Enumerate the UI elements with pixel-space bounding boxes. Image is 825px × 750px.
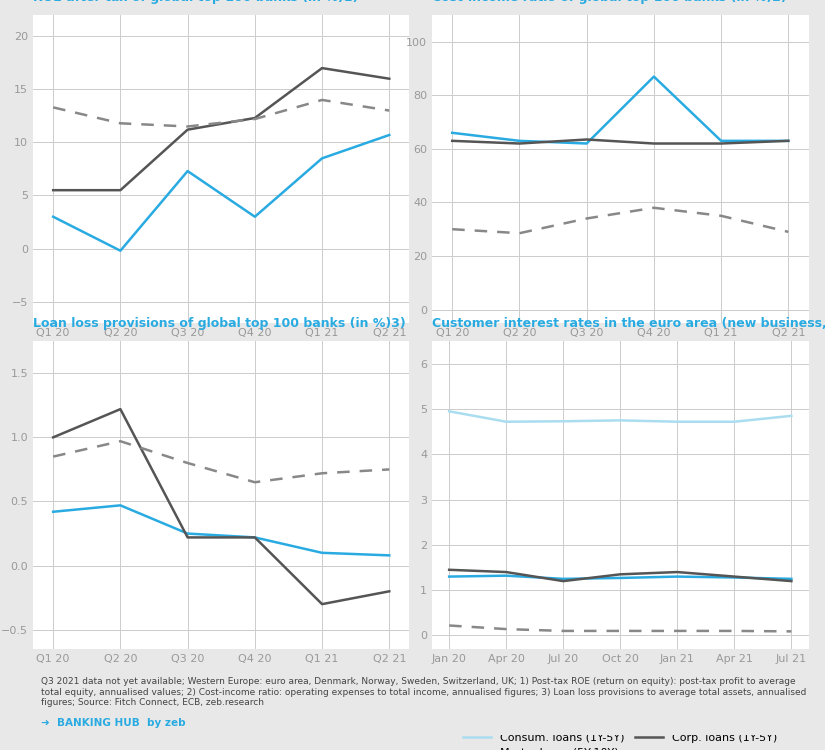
Legend: Consum. loans (1Y-5Y), Mortg. loans (5Y-10Y), Corp. loans (1Y-5Y), Deposits ($\l: Consum. loans (1Y-5Y), Mortg. loans (5Y-…	[459, 728, 782, 750]
Text: ➜  BANKING HUB  by zeb: ➜ BANKING HUB by zeb	[40, 718, 186, 728]
Text: Customer interest rates in the euro area (new business, in %): Customer interest rates in the euro area…	[432, 317, 825, 330]
Legend: Western Europe, United States, BRICS: Western Europe, United States, BRICS	[52, 717, 390, 736]
Text: Q3 2021 data not yet available; Western Europe: euro area, Denmark, Norway, Swed: Q3 2021 data not yet available; Western …	[40, 677, 806, 707]
Legend: Western Europe, United States, BRICS: Western Europe, United States, BRICS	[451, 391, 790, 410]
Legend: Western Europe, United States, BRICS: Western Europe, United States, BRICS	[52, 391, 390, 410]
Text: Cost-income ratio of global top 100 banks (in %)2): Cost-income ratio of global top 100 bank…	[432, 0, 787, 4]
Text: Loan loss provisions of global top 100 banks (in %)3): Loan loss provisions of global top 100 b…	[33, 317, 406, 330]
Text: ROE after tax of global top 100 banks (in %)1): ROE after tax of global top 100 banks (i…	[33, 0, 358, 4]
